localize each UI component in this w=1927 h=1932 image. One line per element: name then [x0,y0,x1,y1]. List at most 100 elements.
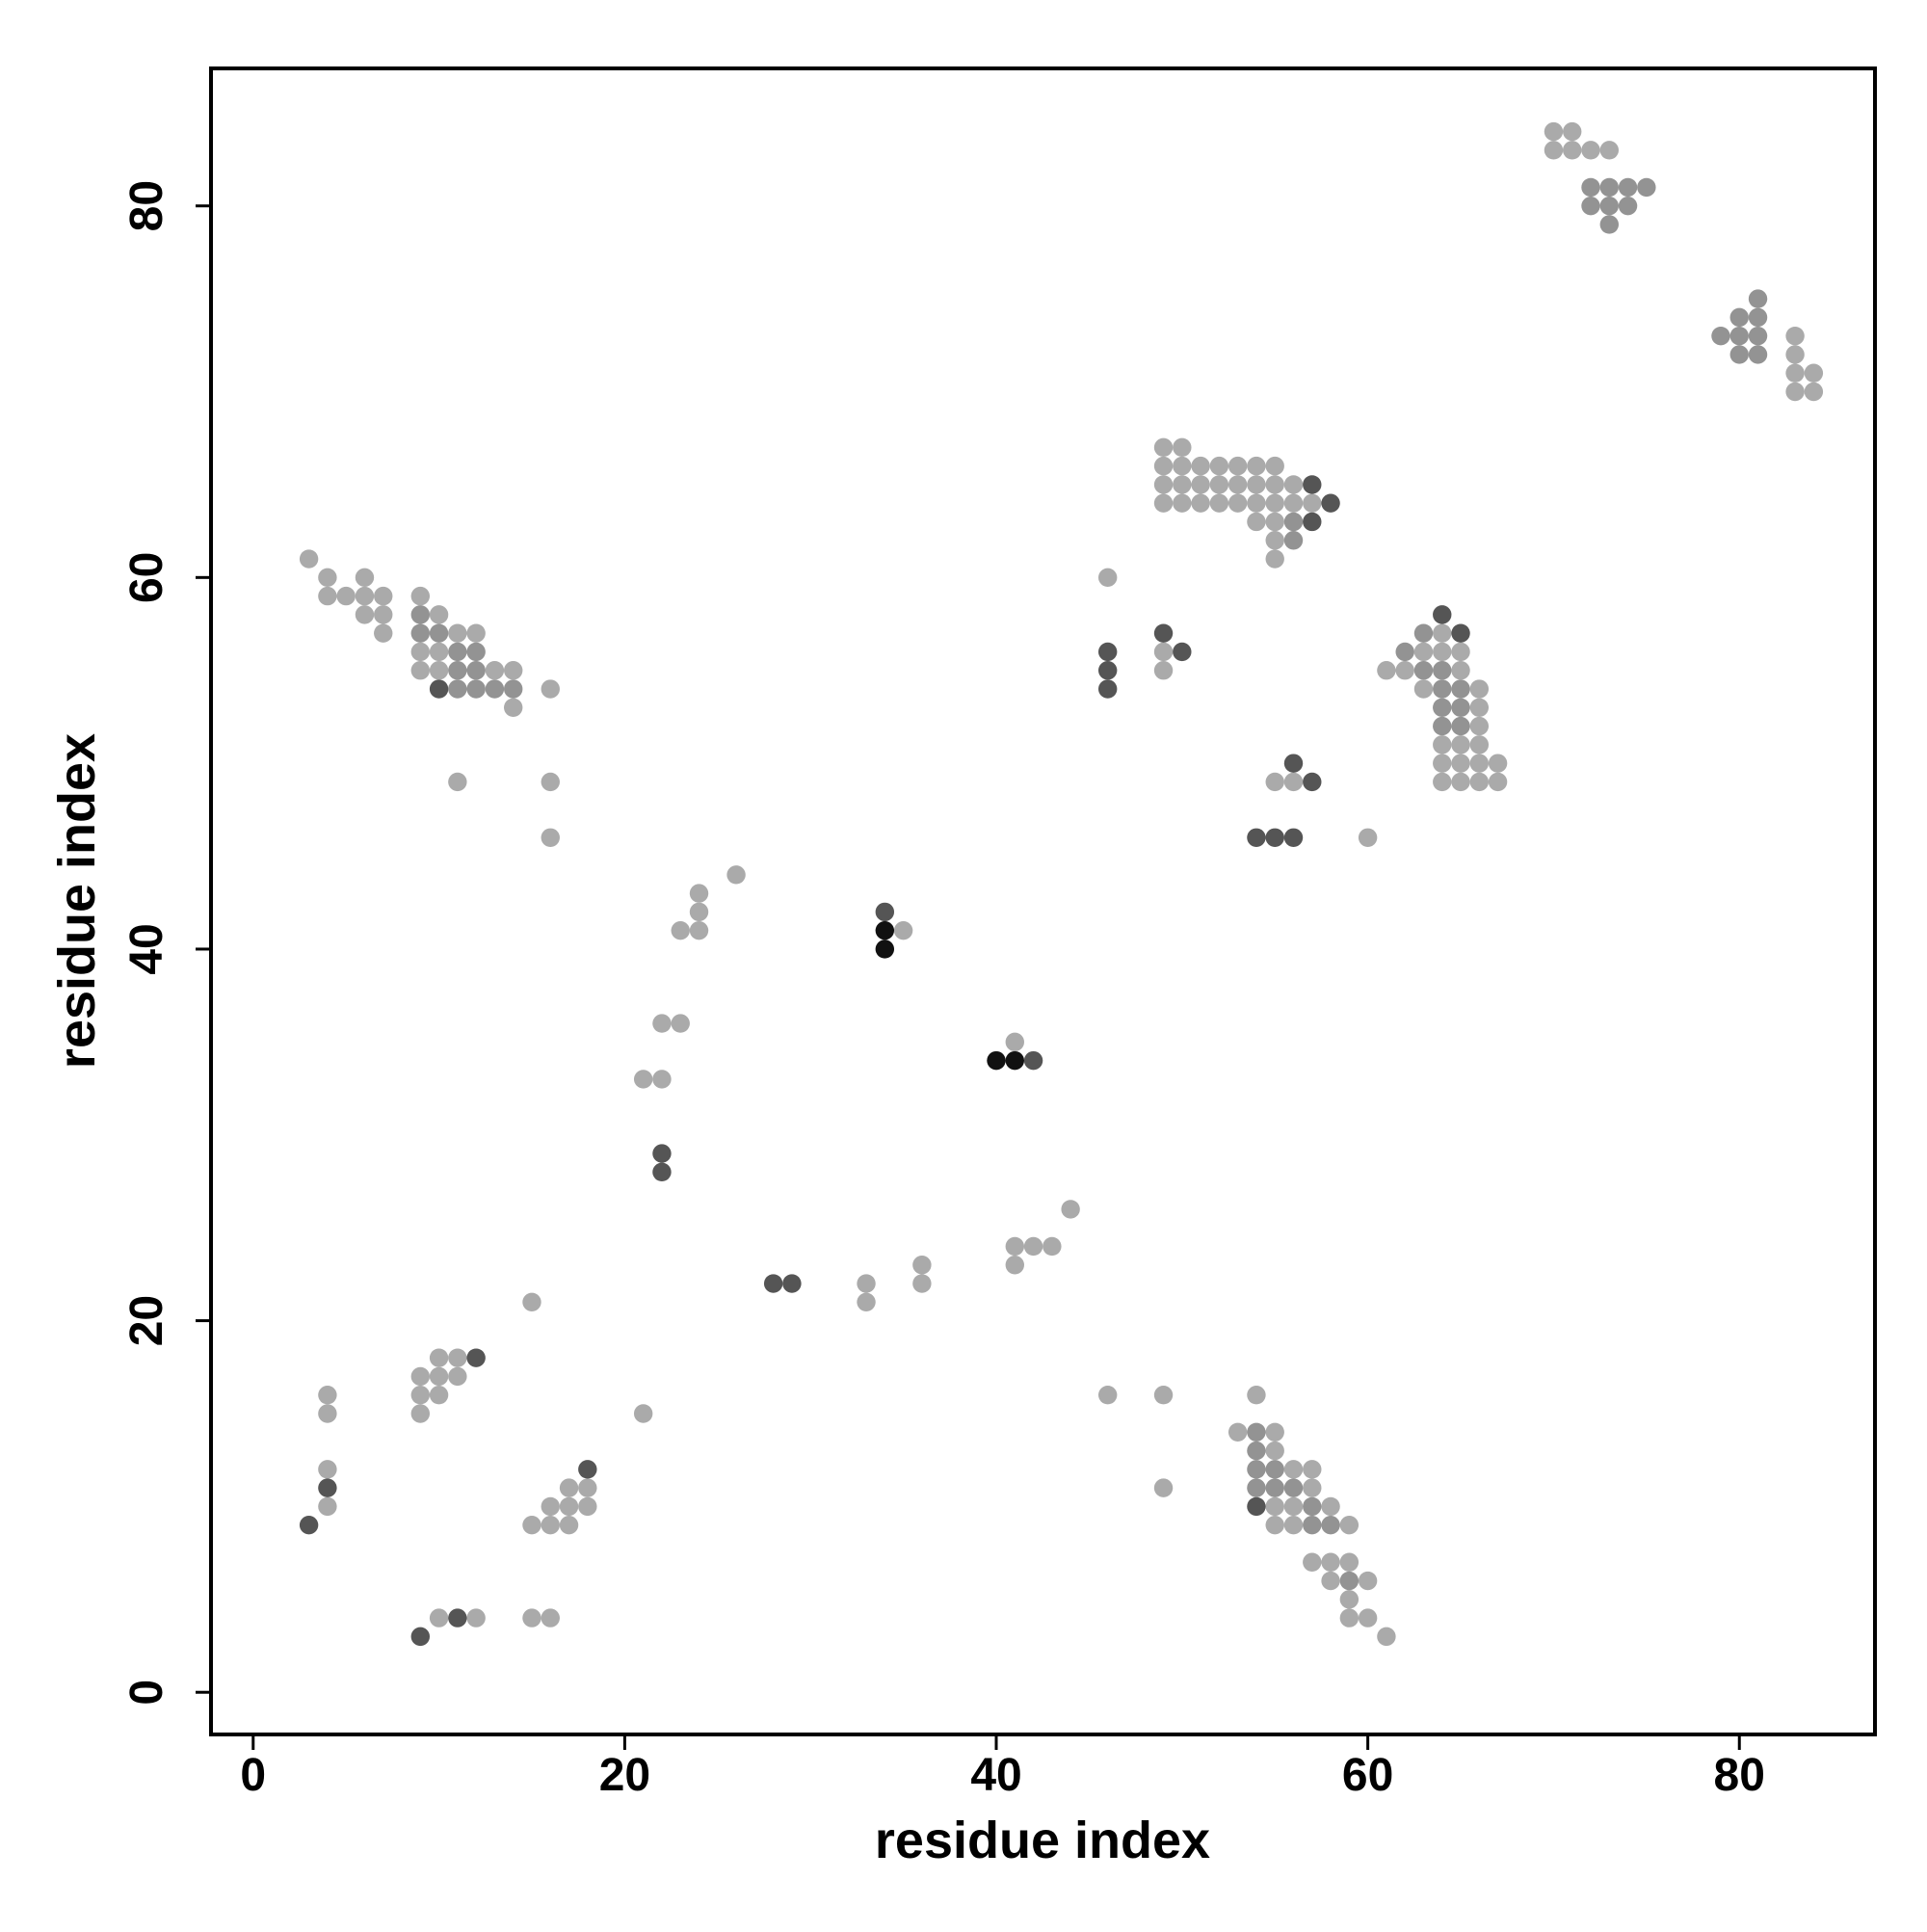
point [1265,531,1284,550]
point [504,698,523,717]
point [429,623,449,643]
y-axis-title: residue index [48,733,106,1069]
point [374,586,393,606]
x-tick-label: 20 [599,1750,650,1801]
point [1433,623,1452,643]
point [1173,475,1192,494]
point [1283,1496,1304,1517]
point [1469,754,1490,773]
point [1097,679,1118,699]
point [318,1478,337,1497]
point [448,1608,467,1628]
point [1377,1627,1396,1647]
point [1283,754,1304,773]
point [1748,289,1768,308]
y-tick-label: 80 [121,180,172,231]
point [1469,679,1490,699]
point [1729,307,1749,328]
point [410,1404,430,1423]
point [1097,1386,1118,1405]
point [1451,698,1470,717]
point [857,1292,876,1312]
y-tick-label: 20 [121,1295,172,1346]
point [1173,456,1192,476]
point [318,1496,337,1517]
point [410,605,430,624]
point [1247,1478,1266,1497]
point [1413,679,1434,699]
point [1061,1200,1080,1219]
point [1303,1552,1322,1572]
point [1358,1608,1378,1628]
point [466,1348,486,1367]
point [1191,475,1210,494]
point [1153,493,1174,513]
point [1433,698,1452,717]
point [410,586,430,606]
point [1153,661,1174,680]
point [671,920,690,940]
point [1265,1422,1284,1442]
point [1804,382,1824,402]
point [857,1274,876,1293]
point [1097,661,1118,680]
point [522,1515,541,1535]
point [1153,456,1174,476]
point [1191,456,1210,476]
point [652,1144,672,1163]
point [1043,1236,1062,1257]
point [1433,735,1452,754]
point [1283,512,1304,532]
point [1265,828,1284,847]
point [299,549,319,569]
point [1303,772,1322,792]
point [1209,475,1229,494]
point [1748,326,1768,346]
point [633,1404,653,1423]
point [1599,215,1619,234]
point [1153,437,1174,458]
point [448,623,467,643]
point [1023,1236,1043,1257]
point [1563,121,1582,142]
point [1339,1571,1359,1591]
point [1599,196,1619,216]
point [410,642,430,662]
point [318,1404,337,1423]
point [1265,475,1284,494]
point [541,772,560,792]
point [578,1496,597,1517]
point [1433,772,1452,792]
point [1413,661,1434,680]
point [466,623,486,643]
point [1488,754,1508,773]
point [1173,437,1192,458]
point [1433,679,1452,699]
point [1748,307,1768,328]
point [448,661,467,680]
point [429,1366,449,1387]
point [1227,456,1248,476]
point [1433,661,1452,680]
point [782,1274,802,1293]
point [1153,1386,1174,1405]
point [1247,512,1266,532]
point [1265,1460,1284,1479]
point [541,679,560,699]
point [1283,531,1304,550]
point [689,884,709,903]
point [1173,493,1192,513]
point [1451,735,1470,754]
point [578,1478,597,1497]
point [726,865,746,885]
point [429,1608,449,1628]
point [1265,1496,1284,1517]
x-tick-label: 60 [1342,1750,1393,1801]
point [1451,772,1470,792]
x-tick-label: 80 [1714,1750,1765,1801]
point [912,1256,932,1275]
point [429,642,449,662]
x-tick-label: 0 [240,1750,266,1801]
point [1209,493,1229,513]
point [1711,326,1730,346]
